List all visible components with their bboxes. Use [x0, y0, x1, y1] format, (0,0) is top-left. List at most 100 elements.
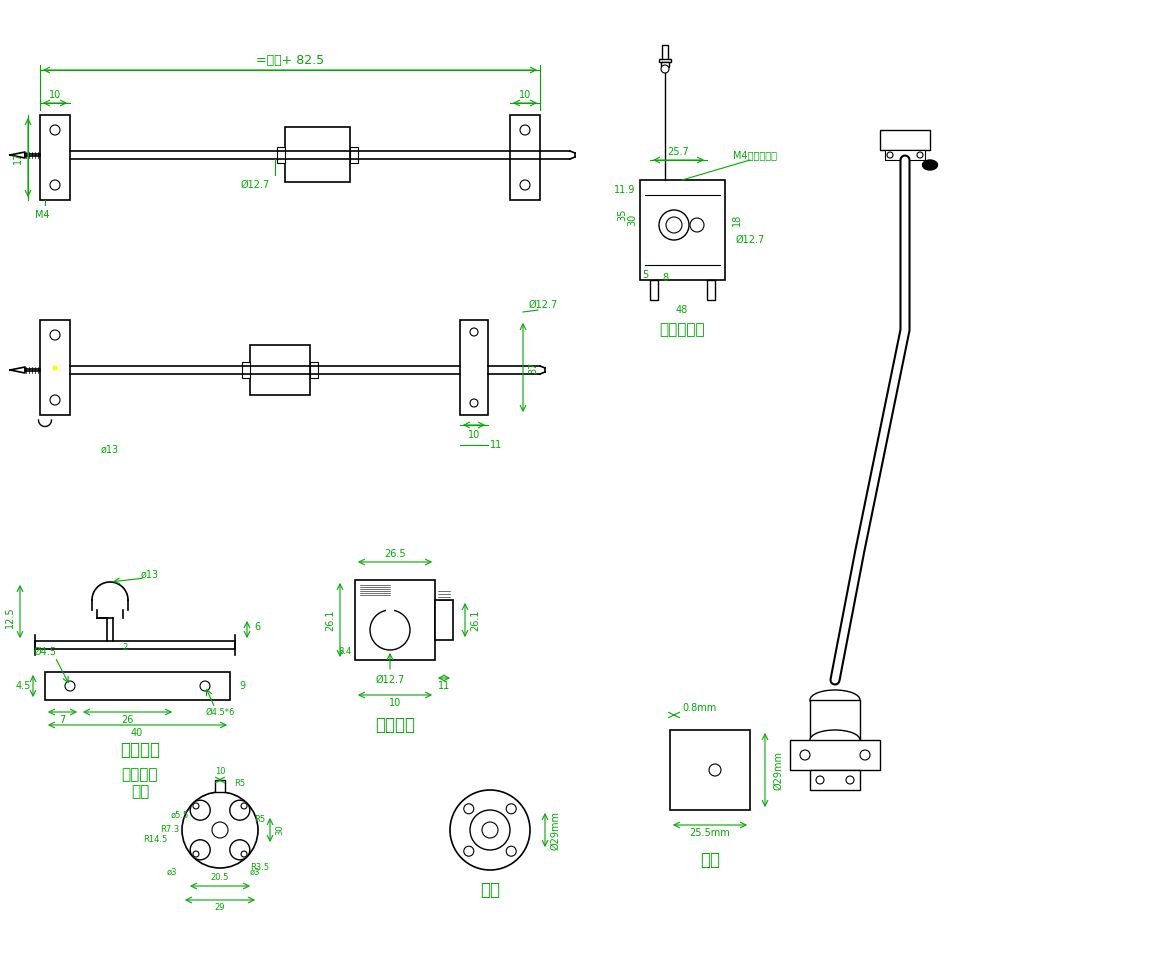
Text: ø5.5: ø5.5 — [170, 810, 189, 819]
Circle shape — [369, 610, 410, 650]
Text: 26.1: 26.1 — [325, 610, 335, 631]
Text: 2: 2 — [122, 643, 128, 652]
Text: 铝合金支架: 铝合金支架 — [660, 322, 704, 338]
Text: Ø12.7: Ø12.7 — [735, 235, 764, 245]
Text: R3.5: R3.5 — [251, 864, 269, 873]
Circle shape — [193, 803, 199, 809]
Bar — [350, 147, 358, 163]
Circle shape — [49, 395, 60, 405]
Text: 10: 10 — [467, 430, 480, 440]
Circle shape — [464, 804, 474, 814]
Text: 塑胶支架: 塑胶支架 — [375, 716, 416, 734]
Text: 11: 11 — [490, 440, 502, 450]
Circle shape — [470, 810, 510, 850]
Circle shape — [666, 217, 683, 233]
Circle shape — [470, 399, 478, 407]
Text: 12.5: 12.5 — [5, 607, 15, 628]
Text: 30: 30 — [627, 214, 637, 226]
Bar — [242, 362, 250, 378]
Text: 17: 17 — [13, 151, 23, 164]
Text: 9: 9 — [239, 681, 245, 691]
Circle shape — [860, 750, 870, 760]
Text: 40: 40 — [131, 728, 143, 738]
Circle shape — [846, 776, 854, 784]
Circle shape — [482, 822, 498, 838]
Bar — [215, 780, 224, 792]
Text: R7.3: R7.3 — [160, 826, 180, 835]
Bar — [670, 730, 750, 810]
Text: 导片: 导片 — [131, 784, 150, 800]
Text: 26.5: 26.5 — [384, 549, 406, 559]
Bar — [277, 147, 285, 163]
Text: 29: 29 — [215, 904, 226, 913]
Bar — [707, 280, 715, 300]
Bar — [310, 362, 318, 378]
Ellipse shape — [922, 160, 938, 170]
Circle shape — [190, 801, 211, 820]
Bar — [881, 130, 930, 150]
Bar — [45, 672, 230, 700]
Text: 10: 10 — [519, 90, 531, 100]
Circle shape — [800, 750, 810, 760]
Circle shape — [49, 125, 60, 135]
Circle shape — [816, 776, 824, 784]
Text: Ø12.7: Ø12.7 — [528, 300, 557, 310]
Ellipse shape — [810, 730, 860, 750]
Circle shape — [450, 790, 529, 870]
Bar — [250, 345, 310, 395]
Circle shape — [464, 846, 474, 856]
Circle shape — [520, 125, 529, 135]
Ellipse shape — [810, 690, 860, 710]
Text: 磁环: 磁环 — [480, 881, 500, 899]
Text: R5: R5 — [254, 815, 266, 825]
Circle shape — [190, 840, 211, 860]
Text: 37: 37 — [528, 361, 538, 374]
Text: =型号+ 82.5: =型号+ 82.5 — [256, 54, 325, 66]
Text: M4内六角螺丝: M4内六角螺丝 — [733, 150, 777, 160]
Bar — [40, 320, 70, 415]
Circle shape — [709, 764, 721, 776]
Text: 26.1: 26.1 — [470, 610, 480, 631]
Bar — [640, 180, 725, 280]
Circle shape — [917, 152, 923, 158]
Text: ø13: ø13 — [101, 445, 119, 455]
Text: 25.7: 25.7 — [668, 147, 689, 157]
Text: ø3: ø3 — [250, 868, 260, 877]
Circle shape — [49, 180, 60, 190]
Circle shape — [241, 803, 247, 809]
Text: 10: 10 — [215, 768, 226, 776]
Bar — [285, 127, 350, 182]
Bar — [510, 115, 540, 200]
Text: 7: 7 — [59, 715, 66, 725]
Text: Ø4.5: Ø4.5 — [33, 647, 56, 657]
Text: 30: 30 — [275, 825, 284, 836]
Text: 10: 10 — [389, 698, 402, 708]
Bar — [810, 770, 860, 790]
Text: Ø29mm: Ø29mm — [550, 810, 561, 849]
Text: 0.8mm: 0.8mm — [683, 703, 717, 713]
Text: Ø29mm: Ø29mm — [773, 751, 783, 790]
Text: M4: M4 — [35, 210, 49, 220]
Text: 11: 11 — [437, 681, 450, 691]
Text: 4.5: 4.5 — [15, 681, 31, 691]
Circle shape — [660, 210, 689, 240]
Text: 35: 35 — [617, 208, 627, 221]
Circle shape — [506, 804, 516, 814]
Text: Ø12.7: Ø12.7 — [375, 675, 405, 685]
Text: 25.5mm: 25.5mm — [689, 828, 731, 838]
Text: 10: 10 — [48, 90, 61, 100]
Circle shape — [887, 152, 893, 158]
Circle shape — [212, 822, 228, 838]
Text: Ø4.5*6: Ø4.5*6 — [205, 707, 235, 717]
Bar — [460, 320, 488, 415]
Text: 磁环: 磁环 — [700, 851, 721, 869]
Text: ø3: ø3 — [167, 868, 177, 877]
Text: 18: 18 — [732, 214, 742, 226]
Circle shape — [230, 840, 250, 860]
Circle shape — [661, 65, 669, 73]
Circle shape — [182, 792, 258, 868]
Text: 11.9: 11.9 — [615, 185, 635, 195]
Circle shape — [230, 801, 250, 820]
Bar — [40, 115, 70, 200]
Text: 磁环安装: 磁环安装 — [122, 768, 158, 782]
